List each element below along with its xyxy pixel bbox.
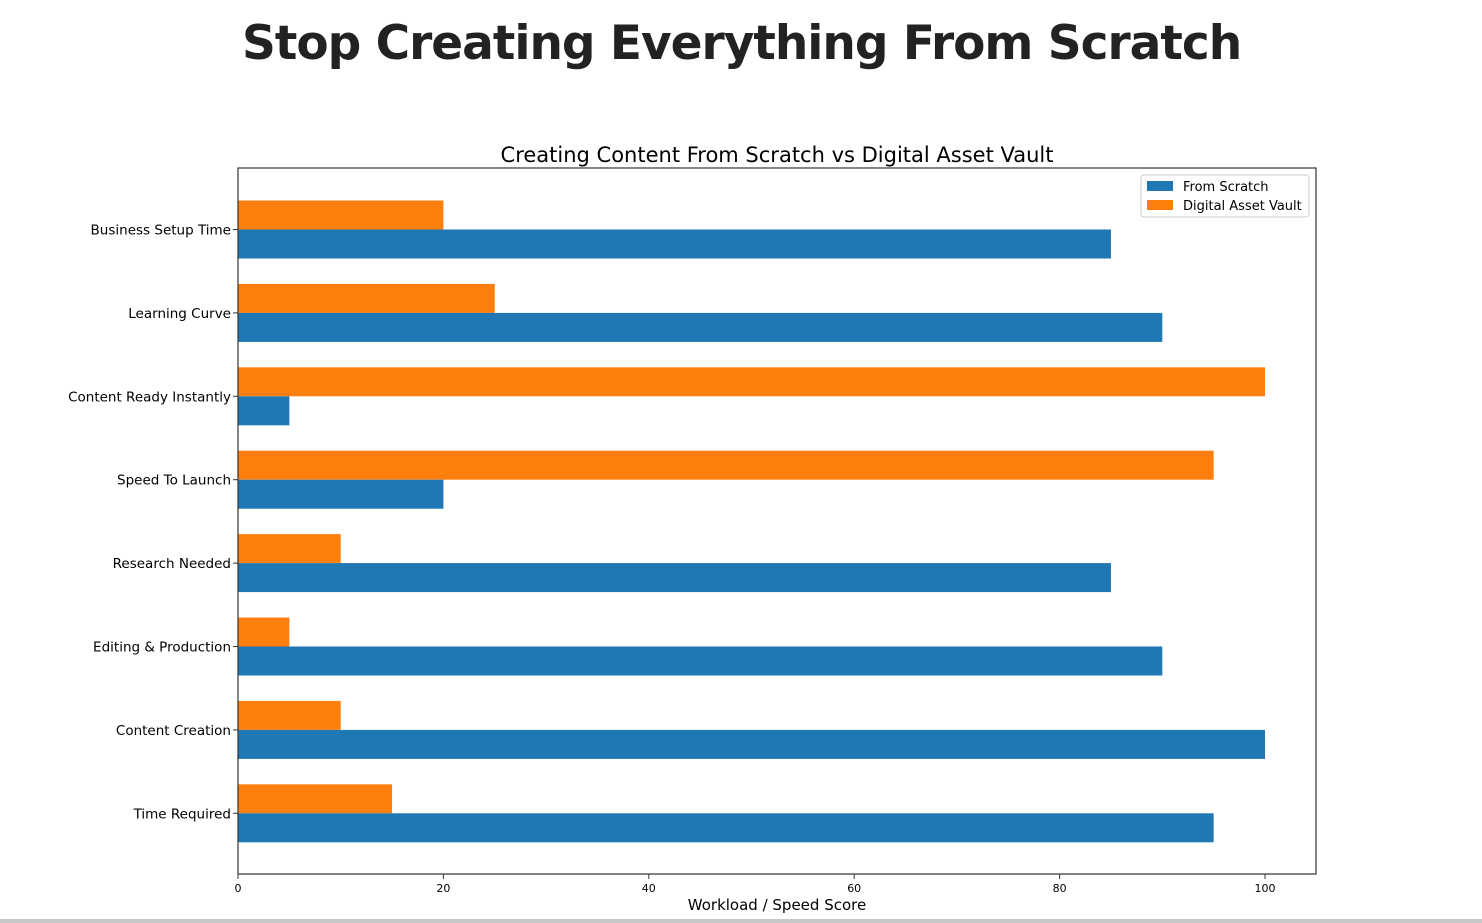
bar-vault-business-setup-time bbox=[238, 200, 444, 230]
y-tick-label: Time Required bbox=[133, 806, 231, 822]
bar-vault-content-ready-instantly bbox=[238, 367, 1265, 397]
bar-vault-time-required bbox=[238, 784, 393, 814]
bar-vault-content-creation bbox=[238, 700, 341, 730]
y-tick-label: Editing & Production bbox=[93, 640, 231, 656]
plot-frame bbox=[237, 167, 1317, 875]
bar-scratch-content-creation bbox=[238, 729, 1265, 759]
y-tick-label: Learning Curve bbox=[128, 306, 231, 322]
y-tick-label: Business Setup Time bbox=[91, 223, 231, 239]
page-heading: Stop Creating Everything From Scratch bbox=[242, 16, 1242, 71]
y-tick-label: Research Needed bbox=[113, 556, 231, 572]
bar-scratch-time-required bbox=[238, 813, 1214, 843]
y-axis: Business Setup Time Learning Curve Content… bbox=[68, 223, 238, 822]
bar-scratch-content-ready-instantly bbox=[238, 396, 290, 426]
legend: From Scratch Digital Asset Vault bbox=[1140, 174, 1310, 218]
x-tick-label: 60 bbox=[847, 882, 861, 895]
legend-swatch-digital-asset-vault bbox=[1147, 200, 1173, 210]
chart-title: Creating Content From Scratch vs Digital… bbox=[501, 143, 1054, 167]
bar-scratch-speed-to-launch bbox=[238, 479, 444, 509]
bar-vault-speed-to-launch bbox=[238, 450, 1214, 480]
y-tick-label: Speed To Launch bbox=[117, 473, 231, 489]
bottom-divider bbox=[0, 919, 1482, 923]
bar-scratch-research-needed bbox=[238, 563, 1111, 593]
x-tick-label: 100 bbox=[1255, 882, 1276, 895]
x-axis-label: Workload / Speed Score bbox=[688, 896, 866, 914]
y-tick-label: Content Ready Instantly bbox=[68, 389, 231, 405]
bar-vault-editing-and-production bbox=[238, 617, 290, 647]
x-tick-label: 80 bbox=[1053, 882, 1067, 895]
legend-swatch-from-scratch bbox=[1147, 181, 1173, 191]
x-axis: 0 20 40 60 80 100 bbox=[235, 874, 1276, 895]
legend-box bbox=[1140, 174, 1310, 218]
bar-scratch-business-setup-time bbox=[238, 229, 1111, 259]
x-tick-label: 40 bbox=[642, 882, 656, 895]
legend-label-from-scratch: From Scratch bbox=[1183, 180, 1269, 195]
y-tick-label: Content Creation bbox=[116, 723, 231, 739]
bar-vault-research-needed bbox=[238, 534, 341, 564]
bars-group bbox=[238, 200, 1265, 843]
bar-vault-learning-curve bbox=[238, 283, 495, 313]
x-tick-label: 20 bbox=[436, 882, 450, 895]
bar-scratch-editing-and-production bbox=[238, 646, 1163, 676]
x-tick-label: 0 bbox=[235, 882, 242, 895]
legend-label-digital-asset-vault: Digital Asset Vault bbox=[1183, 199, 1302, 214]
bar-scratch-learning-curve bbox=[238, 312, 1163, 342]
